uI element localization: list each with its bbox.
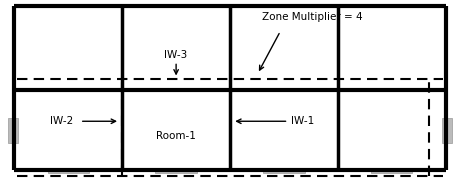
Text: IW-1: IW-1 xyxy=(290,116,313,126)
Bar xyxy=(48,168,89,173)
Text: Room-1: Room-1 xyxy=(156,130,196,141)
Bar xyxy=(8,118,18,143)
Text: IW-3: IW-3 xyxy=(164,50,187,60)
Text: IW-2: IW-2 xyxy=(50,116,73,126)
Bar xyxy=(370,168,411,173)
Text: Zone Multiplier = 4: Zone Multiplier = 4 xyxy=(262,12,362,22)
Bar xyxy=(263,168,304,173)
Bar xyxy=(155,168,196,173)
Bar xyxy=(441,118,451,143)
